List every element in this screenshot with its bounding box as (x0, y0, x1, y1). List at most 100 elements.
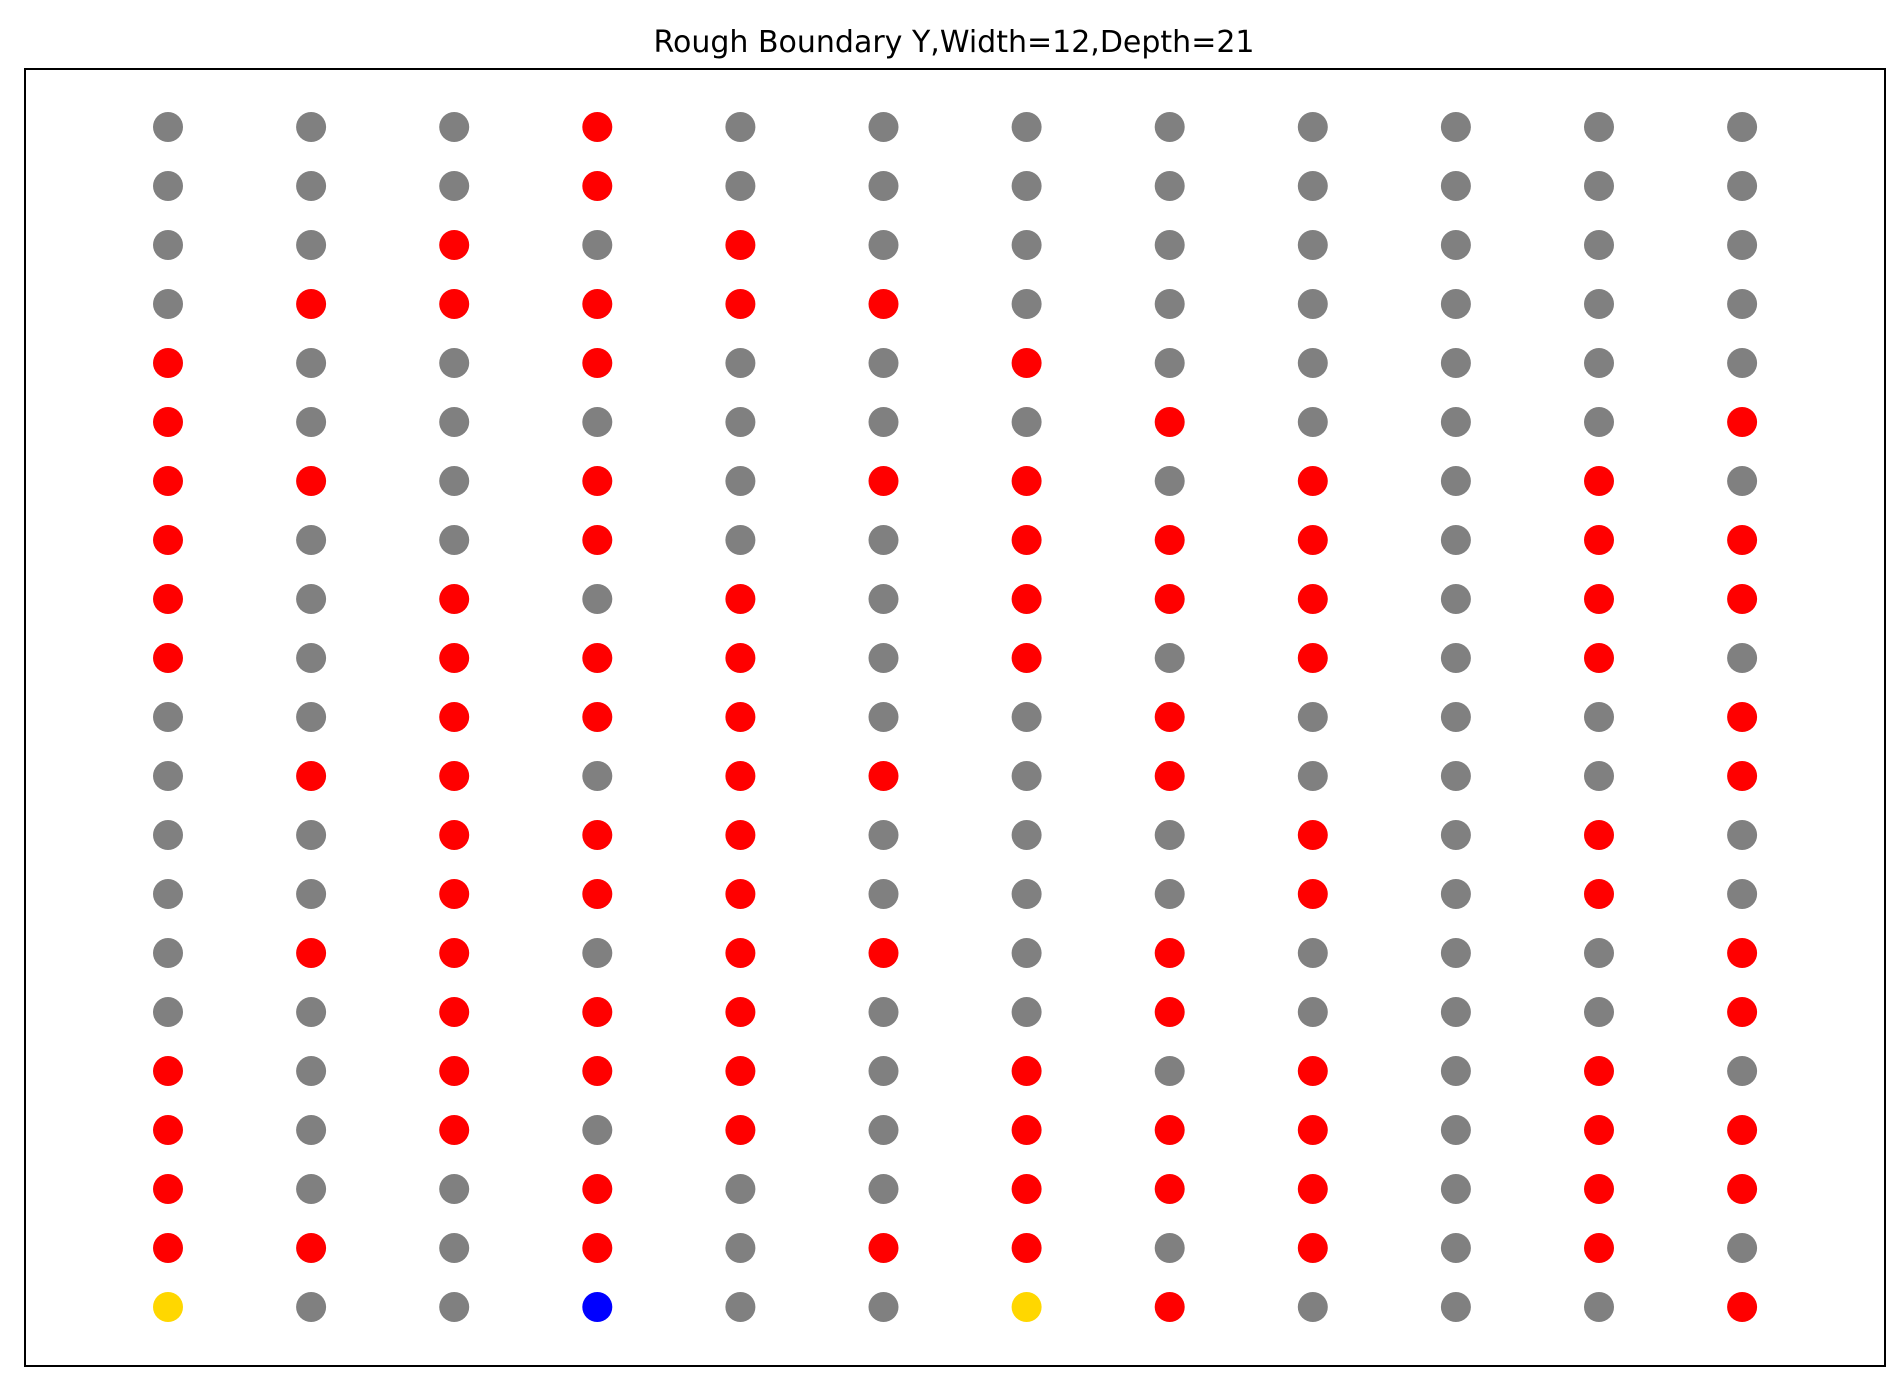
point-gray-r8-c1 (296, 584, 327, 614)
point-gray-r5-c3 (582, 407, 613, 437)
point-gray-r1-c8 (1297, 171, 1328, 201)
point-gray-r13-c0 (153, 879, 183, 909)
point-gray-r3-c7 (1154, 289, 1185, 319)
point-gray-r9-c5 (868, 643, 899, 673)
point-red-r8-c7 (1154, 584, 1185, 614)
point-red-r14-c5 (868, 938, 899, 968)
point-gray-r13-c5 (868, 879, 899, 909)
point-gray-r0-c2 (439, 112, 470, 142)
point-gray-r2-c10 (1584, 230, 1614, 260)
point-gray-r2-c11 (1727, 230, 1758, 260)
point-gray-r10-c9 (1440, 702, 1471, 732)
point-gray-r14-c8 (1297, 938, 1328, 968)
point-gray-r11-c0 (153, 761, 183, 791)
point-gray-r20-c4 (725, 1292, 756, 1322)
point-gray-r10-c10 (1584, 702, 1614, 732)
point-red-r10-c2 (439, 702, 470, 732)
point-gray-r19-c7 (1154, 1233, 1185, 1263)
point-red-r6-c3 (582, 466, 613, 496)
point-gray-r3-c6 (1011, 289, 1042, 319)
point-red-r1-c3 (582, 171, 613, 201)
point-gray-r5-c4 (725, 407, 756, 437)
point-gray-r6-c7 (1154, 466, 1185, 496)
point-gray-r10-c8 (1297, 702, 1328, 732)
plot-frame (24, 68, 1886, 1367)
point-red-r9-c8 (1297, 643, 1328, 673)
point-gray-r15-c5 (868, 997, 899, 1027)
point-gray-r2-c7 (1154, 230, 1185, 260)
point-gray-r7-c2 (439, 525, 470, 555)
point-gray-r12-c5 (868, 820, 899, 850)
point-gray-r5-c5 (868, 407, 899, 437)
point-gray-r12-c7 (1154, 820, 1185, 850)
point-gray-r1-c11 (1727, 171, 1758, 201)
point-gray-r18-c4 (725, 1174, 756, 1204)
point-red-r10-c4 (725, 702, 756, 732)
point-gray-r16-c11 (1727, 1056, 1758, 1086)
point-red-r13-c10 (1584, 879, 1614, 909)
point-red-r12-c8 (1297, 820, 1328, 850)
point-red-r14-c11 (1727, 938, 1758, 968)
point-red-r3-c4 (725, 289, 756, 319)
point-red-r20-c7 (1154, 1292, 1185, 1322)
point-gray-r6-c9 (1440, 466, 1471, 496)
point-red-r20-c11 (1727, 1292, 1758, 1322)
point-red-r18-c3 (582, 1174, 613, 1204)
point-red-r18-c0 (153, 1174, 183, 1204)
point-gray-r17-c9 (1440, 1115, 1471, 1145)
point-red-r3-c3 (582, 289, 613, 319)
point-gray-r2-c1 (296, 230, 327, 260)
point-red-r3-c2 (439, 289, 470, 319)
point-gray-r20-c2 (439, 1292, 470, 1322)
point-red-r16-c8 (1297, 1056, 1328, 1086)
point-red-r4-c6 (1011, 348, 1042, 378)
point-red-r11-c11 (1727, 761, 1758, 791)
point-red-r2-c2 (439, 230, 470, 260)
point-gray-r16-c1 (296, 1056, 327, 1086)
point-gray-r12-c9 (1440, 820, 1471, 850)
point-gray-r1-c2 (439, 171, 470, 201)
point-gray-r19-c11 (1727, 1233, 1758, 1263)
point-red-r12-c4 (725, 820, 756, 850)
point-gray-r19-c4 (725, 1233, 756, 1263)
point-red-r8-c8 (1297, 584, 1328, 614)
point-red-r10-c11 (1727, 702, 1758, 732)
point-red-r15-c3 (582, 997, 613, 1027)
point-gray-r6-c11 (1727, 466, 1758, 496)
point-gray-r0-c11 (1727, 112, 1758, 142)
point-red-r17-c6 (1011, 1115, 1042, 1145)
point-red-r6-c0 (153, 466, 183, 496)
point-red-r2-c4 (725, 230, 756, 260)
point-gray-r2-c0 (153, 230, 183, 260)
point-red-r13-c2 (439, 879, 470, 909)
point-red-r8-c0 (153, 584, 183, 614)
point-blue-r20-c3 (582, 1292, 613, 1322)
point-gray-r8-c5 (868, 584, 899, 614)
point-red-r0-c3 (582, 112, 613, 142)
point-gray-r2-c8 (1297, 230, 1328, 260)
point-gray-r10-c0 (153, 702, 183, 732)
point-gray-r1-c4 (725, 171, 756, 201)
point-gray-r11-c8 (1297, 761, 1328, 791)
point-red-r9-c3 (582, 643, 613, 673)
point-red-r17-c4 (725, 1115, 756, 1145)
point-gray-r13-c11 (1727, 879, 1758, 909)
point-gray-r3-c10 (1584, 289, 1614, 319)
point-gray-r3-c8 (1297, 289, 1328, 319)
chart-title: Rough Boundary Y,Width=12,Depth=21 (653, 25, 1254, 60)
point-red-r6-c1 (296, 466, 327, 496)
point-gray-r5-c2 (439, 407, 470, 437)
point-red-r17-c11 (1727, 1115, 1758, 1145)
point-red-r16-c10 (1584, 1056, 1614, 1086)
point-gray-r0-c10 (1584, 112, 1614, 142)
point-red-r11-c5 (868, 761, 899, 791)
point-gray-r4-c4 (725, 348, 756, 378)
point-gray-r9-c11 (1727, 643, 1758, 673)
point-gray-r1-c1 (296, 171, 327, 201)
point-gray-r0-c5 (868, 112, 899, 142)
point-gray-r13-c1 (296, 879, 327, 909)
point-red-r18-c10 (1584, 1174, 1614, 1204)
point-red-r15-c7 (1154, 997, 1185, 1027)
point-red-r18-c8 (1297, 1174, 1328, 1204)
